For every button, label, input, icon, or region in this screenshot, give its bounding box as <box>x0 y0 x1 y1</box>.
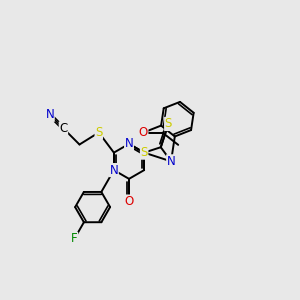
Text: S: S <box>165 117 172 130</box>
Text: S: S <box>140 146 148 159</box>
Text: S: S <box>95 126 103 139</box>
Text: N: N <box>110 164 118 177</box>
Text: F: F <box>71 232 78 245</box>
Text: N: N <box>45 108 54 121</box>
Text: N: N <box>124 137 134 150</box>
Text: O: O <box>139 126 148 139</box>
Text: N: N <box>167 155 176 168</box>
Text: O: O <box>124 195 134 208</box>
Text: C: C <box>59 122 68 135</box>
